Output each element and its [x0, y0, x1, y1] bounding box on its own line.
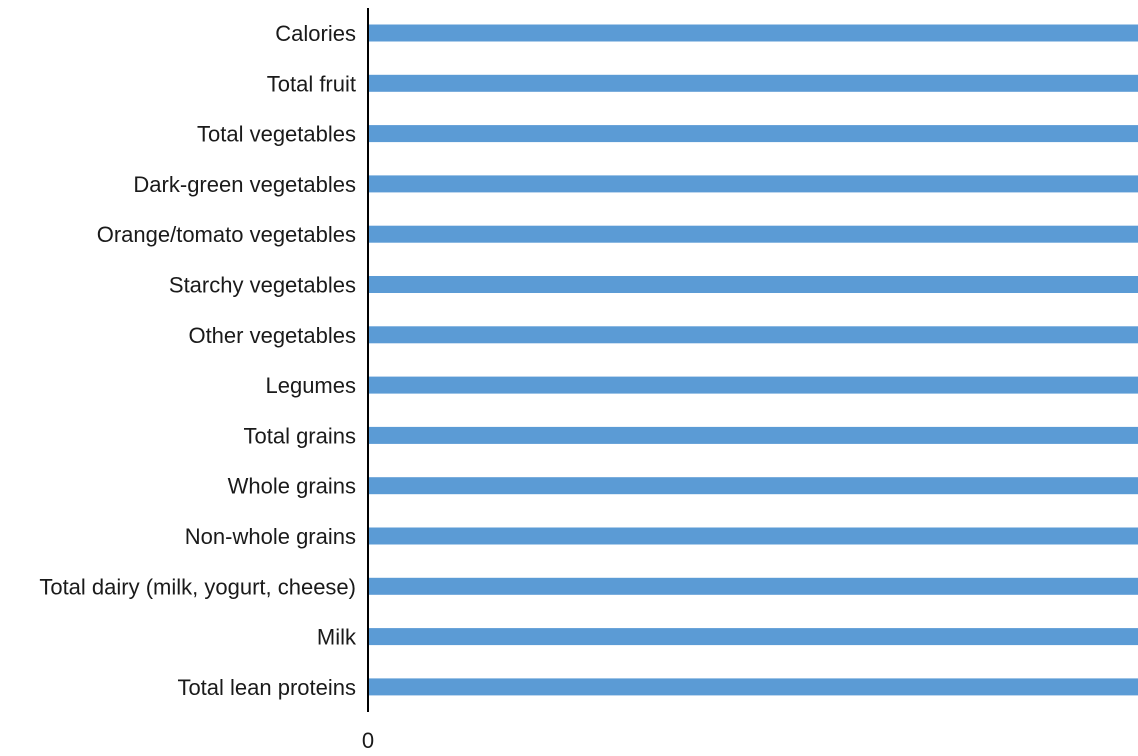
bar	[368, 678, 1138, 696]
category-label: Total dairy (milk, yogurt, cheese)	[39, 574, 356, 599]
category-label: Total fruit	[267, 71, 356, 96]
category-label: Legumes	[265, 373, 356, 398]
category-label: Orange/tomato vegetables	[97, 222, 356, 247]
bar	[368, 74, 1138, 92]
category-label: Starchy vegetables	[169, 273, 356, 298]
bar	[368, 125, 1138, 143]
bar	[368, 326, 1138, 344]
bar	[368, 276, 1138, 293]
category-labels: Calories Total fruit Total vegetables Dark-…	[39, 21, 357, 700]
bar	[368, 527, 1138, 545]
category-label: Total lean proteins	[177, 675, 356, 700]
x-tick-labels: 01020304050607080	[362, 728, 374, 753]
category-label: Calories	[275, 21, 356, 46]
bar	[368, 175, 1138, 193]
bar	[368, 225, 1138, 243]
category-label: Non-whole grains	[185, 524, 356, 549]
category-label: Total grains	[243, 423, 356, 448]
category-label: Whole grains	[228, 474, 356, 499]
bar	[368, 577, 1138, 595]
bar	[368, 426, 1138, 444]
x-tick-label: 0	[362, 728, 374, 753]
category-label: Milk	[317, 625, 357, 650]
bar	[368, 477, 1138, 495]
category-label: Dark-green vegetables	[133, 172, 356, 197]
bars	[368, 24, 1138, 696]
bar	[368, 628, 1138, 646]
category-label: Other vegetables	[188, 323, 356, 348]
category-label: Total vegetables	[197, 122, 356, 147]
bar	[368, 376, 1138, 394]
bar	[368, 24, 1138, 42]
